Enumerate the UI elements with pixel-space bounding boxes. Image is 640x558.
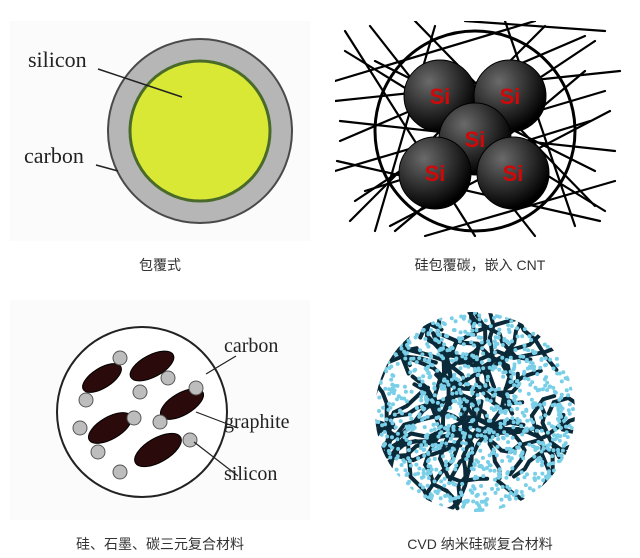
svg-text:graphite: graphite [224,411,290,433]
figure-cvd [326,287,634,532]
svg-cnt-spheres: Si Si Si Si Si [335,21,625,241]
caption-top-right: 硅包覆碳，嵌入 CNT [415,255,546,275]
diagram-grid: silicon carbon 包覆式 Si Si Si Si Si 硅包覆碳，嵌入 CNT… [0,0,640,558]
figure-core-shell: silicon carbon [6,8,314,253]
panel-bottom-right: CVD 纳米硅碳复合材料 [320,279,640,558]
svg-core-shell: silicon carbon [10,21,310,241]
svg-text:Si: Si [465,127,486,152]
figure-ternary: carbon graphite silicon [6,287,314,532]
svg-text:Si: Si [500,84,521,109]
svg-text:Si: Si [503,161,524,186]
panel-top-right: Si Si Si Si Si 硅包覆碳，嵌入 CNT [320,0,640,279]
svg-text:carbon: carbon [24,143,84,168]
svg-text:Si: Si [430,84,451,109]
panel-bottom-left: carbon graphite silicon 硅、石墨、碳三元复合材料 [0,279,320,558]
caption-top-left: 包覆式 [139,255,181,275]
svg-text:silicon: silicon [224,463,277,485]
svg-ternary: carbon graphite silicon [10,300,310,520]
svg-text:silicon: silicon [28,47,87,72]
svg-cvd [335,300,625,520]
figure-cnt-spheres: Si Si Si Si Si [326,8,634,253]
svg-text:carbon: carbon [224,335,278,357]
panel-top-left: silicon carbon 包覆式 [0,0,320,279]
svg-text:Si: Si [425,161,446,186]
caption-bottom-right: CVD 纳米硅碳复合材料 [407,534,552,554]
caption-bottom-left: 硅、石墨、碳三元复合材料 [76,534,244,554]
